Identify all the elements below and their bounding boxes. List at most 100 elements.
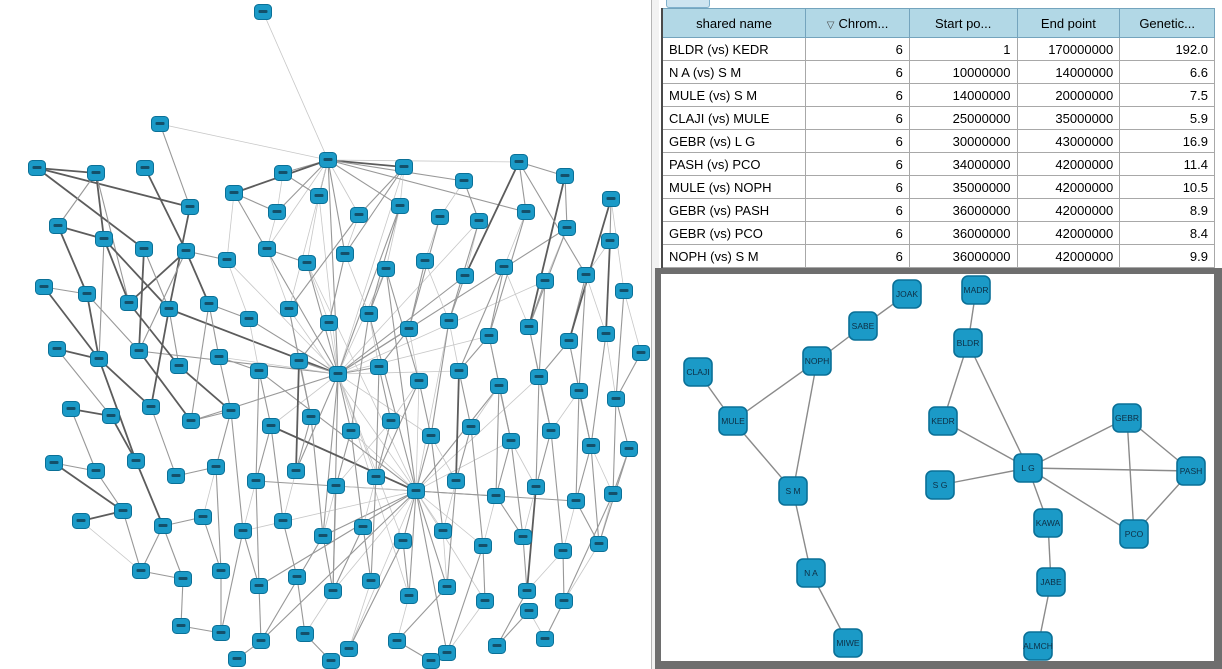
- graph-node[interactable]: [456, 268, 474, 284]
- graph-node[interactable]: [416, 253, 434, 269]
- subnetwork-canvas[interactable]: JOAK MADR SABE BLDR NOPH CLAJI MULE KEDR GEBR L G…: [661, 274, 1214, 661]
- graph-node[interactable]: [287, 463, 305, 479]
- graph-node[interactable]: [268, 204, 286, 220]
- table-cell[interactable]: BLDR (vs) KEDR: [661, 37, 807, 61]
- graph-node[interactable]: [172, 618, 190, 634]
- graph-node[interactable]: [130, 343, 148, 359]
- graph-node[interactable]: [151, 116, 169, 132]
- graph-node[interactable]: [514, 529, 532, 545]
- graph-node[interactable]: [495, 259, 513, 275]
- graph-node[interactable]: [520, 603, 538, 619]
- table-cell[interactable]: MULE (vs) NOPH: [661, 175, 807, 199]
- graph-node[interactable]: KAWA: [1033, 508, 1063, 538]
- table-cell[interactable]: 43000000: [1016, 129, 1121, 153]
- graph-node[interactable]: [320, 315, 338, 331]
- table-cell[interactable]: 6.6: [1119, 60, 1215, 84]
- graph-node[interactable]: [582, 438, 600, 454]
- table-cell[interactable]: 8.4: [1119, 221, 1215, 245]
- graph-node[interactable]: [354, 519, 372, 535]
- table-cell[interactable]: 36000000: [908, 221, 1018, 245]
- graph-node[interactable]: [490, 378, 508, 394]
- graph-node[interactable]: MULE: [718, 406, 748, 436]
- graph-node[interactable]: [536, 273, 554, 289]
- graph-node[interactable]: [560, 333, 578, 349]
- graph-node[interactable]: [136, 160, 154, 176]
- table-cell[interactable]: PASH (vs) PCO: [661, 152, 807, 176]
- graph-node[interactable]: [410, 373, 428, 389]
- graph-node[interactable]: [90, 351, 108, 367]
- table-cell[interactable]: 35000000: [1016, 106, 1121, 130]
- table-row[interactable]: GEBR (vs) PASH 6 36000000 42000000 8.9: [661, 198, 1215, 222]
- graph-node[interactable]: [45, 455, 63, 471]
- dense-network-canvas[interactable]: [0, 0, 651, 669]
- graph-node[interactable]: [95, 231, 113, 247]
- graph-node[interactable]: [590, 536, 608, 552]
- graph-node[interactable]: [135, 241, 153, 257]
- table-cell[interactable]: 192.0: [1119, 37, 1215, 61]
- graph-node[interactable]: [462, 419, 480, 435]
- graph-node[interactable]: [254, 4, 272, 20]
- graph-node[interactable]: PASH: [1176, 456, 1206, 486]
- graph-node[interactable]: [87, 463, 105, 479]
- graph-node[interactable]: [274, 165, 292, 181]
- graph-node[interactable]: [577, 267, 595, 283]
- table-cell[interactable]: GEBR (vs) L G: [661, 129, 807, 153]
- graph-node[interactable]: [597, 326, 615, 342]
- table-cell[interactable]: GEBR (vs) PCO: [661, 221, 807, 245]
- graph-node[interactable]: [329, 366, 347, 382]
- graph-node[interactable]: [225, 185, 243, 201]
- graph-node[interactable]: [258, 241, 276, 257]
- graph-node[interactable]: [250, 578, 268, 594]
- column-header[interactable]: End point: [1016, 8, 1121, 38]
- graph-node[interactable]: SABE: [848, 311, 878, 341]
- graph-node[interactable]: [438, 579, 456, 595]
- table-cell[interactable]: 42000000: [1016, 198, 1121, 222]
- table-row[interactable]: GEBR (vs) PCO 6 36000000 42000000 8.4: [661, 221, 1215, 245]
- table-row[interactable]: GEBR (vs) L G 6 30000000 43000000 16.9: [661, 129, 1215, 153]
- graph-node[interactable]: [488, 638, 506, 654]
- graph-node[interactable]: [210, 349, 228, 365]
- graph-node[interactable]: [360, 306, 378, 322]
- graph-node[interactable]: [49, 218, 67, 234]
- table-cell[interactable]: NOPH (vs) S M: [661, 244, 807, 268]
- graph-node[interactable]: [567, 493, 585, 509]
- graph-node[interactable]: [234, 523, 252, 539]
- table-cell[interactable]: 36000000: [908, 198, 1018, 222]
- table-cell[interactable]: 8.9: [1119, 198, 1215, 222]
- graph-node[interactable]: [200, 296, 218, 312]
- table-cell[interactable]: MULE (vs) S M: [661, 83, 807, 107]
- graph-node[interactable]: KEDR: [928, 406, 958, 436]
- graph-node[interactable]: [476, 593, 494, 609]
- graph-node[interactable]: [377, 261, 395, 277]
- table-row[interactable]: CLAJI (vs) MULE 6 25000000 35000000 5.9: [661, 106, 1215, 130]
- graph-node[interactable]: [222, 403, 240, 419]
- graph-node[interactable]: [604, 486, 622, 502]
- graph-node[interactable]: [170, 358, 188, 374]
- graph-node[interactable]: BLDR: [953, 328, 983, 358]
- graph-node[interactable]: GEBR: [1112, 403, 1142, 433]
- table-cell[interactable]: 30000000: [908, 129, 1018, 153]
- graph-node[interactable]: [296, 626, 314, 642]
- table-row[interactable]: BLDR (vs) KEDR 6 1 170000000 192.0: [661, 37, 1215, 61]
- graph-node[interactable]: [290, 353, 308, 369]
- graph-node[interactable]: CLAJI: [683, 357, 713, 387]
- graph-node[interactable]: [160, 301, 178, 317]
- table-cell[interactable]: GEBR (vs) PASH: [661, 198, 807, 222]
- table-cell[interactable]: 6: [805, 244, 910, 268]
- graph-node[interactable]: [154, 518, 172, 534]
- graph-node[interactable]: [530, 369, 548, 385]
- table-row[interactable]: MULE (vs) NOPH 6 35000000 42000000 10.5: [661, 175, 1215, 199]
- graph-node[interactable]: [207, 459, 225, 475]
- graph-node[interactable]: [177, 243, 195, 259]
- graph-node[interactable]: [470, 213, 488, 229]
- graph-node[interactable]: [218, 252, 236, 268]
- graph-node[interactable]: [127, 453, 145, 469]
- graph-node[interactable]: L G: [1013, 453, 1043, 483]
- graph-node[interactable]: [288, 569, 306, 585]
- graph-node[interactable]: [558, 220, 576, 236]
- graph-node[interactable]: [536, 631, 554, 647]
- graph-node[interactable]: S M: [778, 476, 808, 506]
- table-cell[interactable]: 9.9: [1119, 244, 1215, 268]
- graph-node[interactable]: [72, 513, 90, 529]
- table-cell[interactable]: 36000000: [908, 244, 1018, 268]
